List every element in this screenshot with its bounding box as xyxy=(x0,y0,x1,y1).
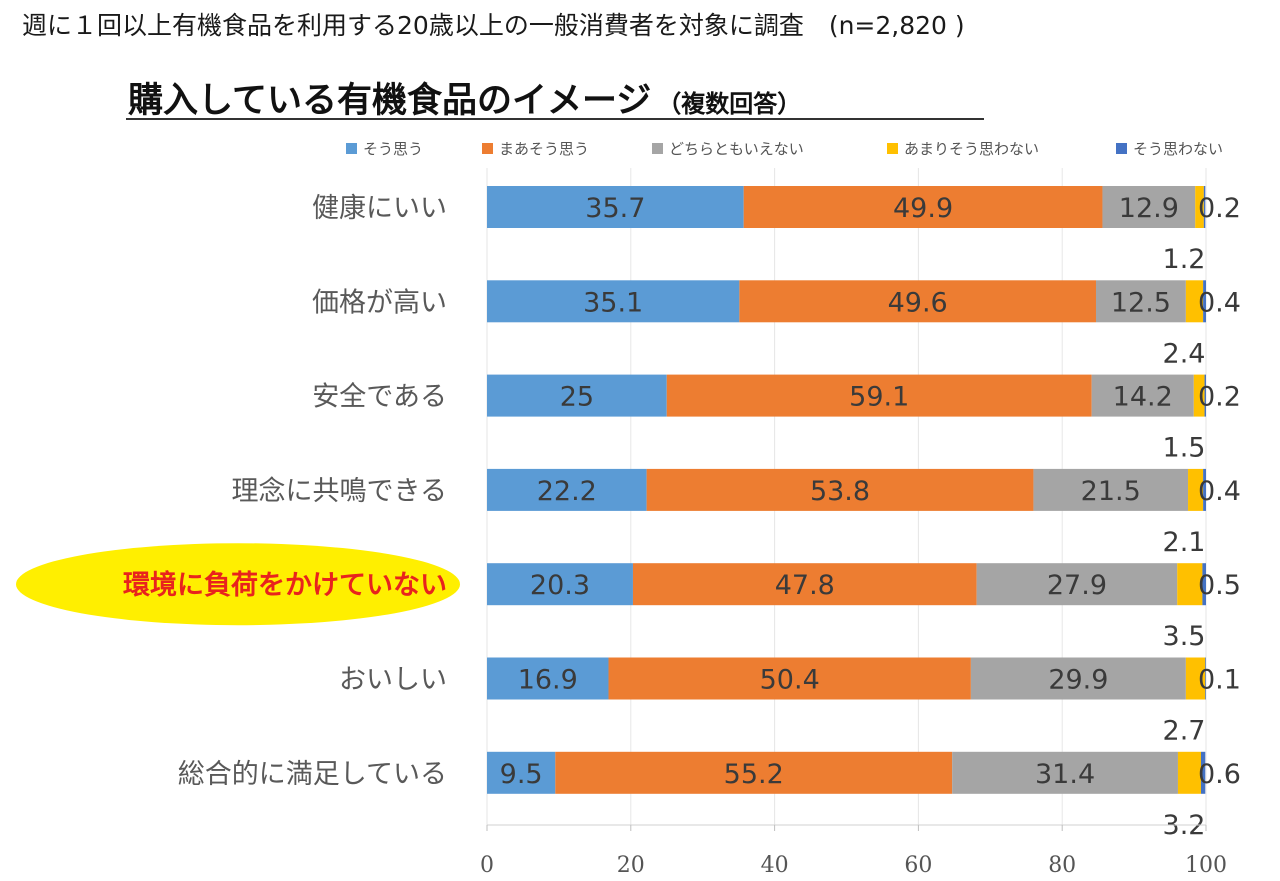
x-tick-label: 20 xyxy=(617,853,645,878)
data-label: 21.5 xyxy=(1081,476,1141,507)
bar-segment xyxy=(487,468,647,511)
bar-segment xyxy=(487,186,744,228)
x-tick-label: 60 xyxy=(904,853,932,878)
bar-segment xyxy=(646,468,1034,511)
data-label: 2.7 xyxy=(1163,716,1206,747)
data-label: 3.5 xyxy=(1163,621,1206,652)
bar-segment xyxy=(1200,751,1206,794)
data-label: 0.4 xyxy=(1198,476,1241,507)
data-label: 9.5 xyxy=(500,759,543,790)
bar-segment xyxy=(1202,563,1206,606)
bar-segment xyxy=(1033,468,1189,511)
bar-segment xyxy=(1185,280,1204,323)
data-label: 47.8 xyxy=(775,570,835,601)
bar-segment xyxy=(1195,186,1204,228)
bar-segment xyxy=(976,563,1178,606)
data-label: 25 xyxy=(560,382,594,413)
bar-segment xyxy=(555,751,953,794)
bar-segment xyxy=(1177,563,1203,606)
bar-segment xyxy=(1091,374,1194,417)
bar-segment xyxy=(1177,751,1201,794)
bar-segment xyxy=(666,374,1092,417)
category-label: 安全である xyxy=(312,382,447,413)
data-label: 31.4 xyxy=(1035,759,1095,790)
data-label: 0.1 xyxy=(1198,665,1241,696)
chart-title-main: 購入している有機食品のイメージ xyxy=(128,81,652,121)
data-label: 53.8 xyxy=(810,476,870,507)
bar-segment xyxy=(487,657,609,700)
data-label: 49.9 xyxy=(893,193,953,224)
bar-segment xyxy=(952,751,1178,794)
data-label: 12.9 xyxy=(1119,193,1179,224)
data-label: 35.1 xyxy=(583,287,643,318)
legend-swatch xyxy=(887,143,898,154)
legend-swatch xyxy=(652,143,663,154)
data-label: 1.5 xyxy=(1163,433,1206,464)
bar-segment xyxy=(1203,280,1206,323)
chart-title: 購入している有機食品のイメージ （複数回答） xyxy=(128,72,801,123)
data-label: 16.9 xyxy=(518,665,578,696)
category-label: 環境に負荷をかけていない xyxy=(123,570,447,601)
survey-note: 週に１回以上有機食品を利用する20歳以上の一般消費者を対象に調査 (n=2,82… xyxy=(22,11,965,40)
data-label: 22.2 xyxy=(537,476,597,507)
legend-label: そう思う xyxy=(363,140,423,158)
legend-label: そう思わない xyxy=(1133,140,1223,158)
bar-segment xyxy=(739,280,1096,323)
legend-swatch xyxy=(482,143,493,154)
data-label: 0.5 xyxy=(1198,570,1241,601)
bar-segment xyxy=(743,186,1103,228)
bar-segment xyxy=(970,657,1186,700)
legend-label: まあそう思う xyxy=(499,140,589,158)
bar-segment xyxy=(487,374,667,417)
highlight-ellipse xyxy=(16,543,460,626)
data-label: 14.2 xyxy=(1113,382,1173,413)
data-label: 0.6 xyxy=(1198,759,1241,790)
data-label: 55.2 xyxy=(724,759,784,790)
data-label: 35.7 xyxy=(585,193,645,224)
chart-title-sub: （複数回答） xyxy=(657,90,802,118)
bar-segment xyxy=(1204,374,1206,417)
category-label: 価格が高い xyxy=(312,287,447,318)
category-label: 総合的に満足している xyxy=(178,759,447,790)
bar-segment xyxy=(1203,186,1206,228)
bar-segment xyxy=(1095,280,1186,323)
x-tick-label: 80 xyxy=(1048,853,1076,878)
bar-segment xyxy=(632,563,977,606)
legend-label: あまりそう思わない xyxy=(904,140,1039,158)
bar-segment xyxy=(1193,374,1205,417)
bar-segment xyxy=(1203,468,1206,511)
data-label: 27.9 xyxy=(1047,570,1107,601)
x-tick-label: 0 xyxy=(480,853,494,878)
data-label: 0.4 xyxy=(1198,287,1241,318)
data-label: 29.9 xyxy=(1048,665,1108,696)
data-label: 59.1 xyxy=(849,382,909,413)
data-label: 12.5 xyxy=(1111,287,1171,318)
x-tick-label: 100 xyxy=(1185,853,1227,878)
data-label: 0.2 xyxy=(1198,382,1241,413)
bar-segment xyxy=(487,563,633,606)
data-label: 2.1 xyxy=(1163,527,1206,558)
bar-segment xyxy=(1188,468,1204,511)
legend-swatch xyxy=(346,143,357,154)
bar-segment xyxy=(1102,186,1196,228)
data-label: 0.2 xyxy=(1198,193,1241,224)
bar-segment xyxy=(608,657,971,700)
category-label: おいしい xyxy=(339,665,447,696)
category-label: 理念に共鳴できる xyxy=(232,476,447,507)
bar-segment xyxy=(1205,657,1206,700)
bar-segment xyxy=(487,751,556,794)
bar-segment xyxy=(1185,657,1206,700)
legend-swatch xyxy=(1116,143,1127,154)
data-label: 50.4 xyxy=(760,665,820,696)
title-underline xyxy=(126,118,984,120)
data-label: 49.6 xyxy=(888,287,948,318)
category-label: 健康にいい xyxy=(312,193,447,224)
data-label: 1.2 xyxy=(1163,244,1206,275)
data-label: 2.4 xyxy=(1163,338,1206,369)
data-label: 20.3 xyxy=(530,570,590,601)
x-tick-label: 40 xyxy=(761,853,789,878)
bar-segment xyxy=(487,280,740,323)
legend-label: どちらともいえない xyxy=(669,140,804,158)
